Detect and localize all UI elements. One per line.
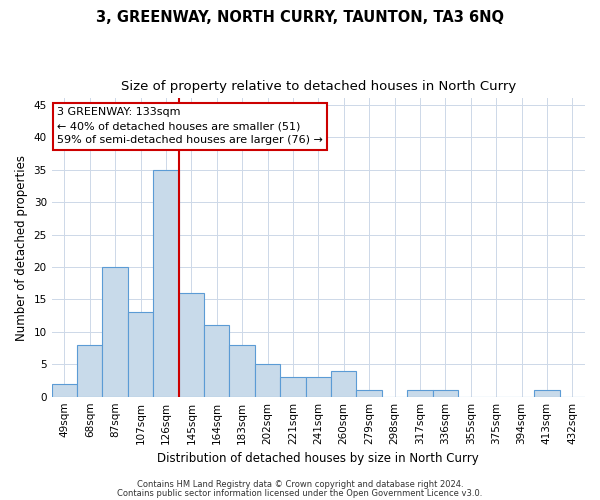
Bar xyxy=(128,312,153,396)
Bar xyxy=(52,384,77,396)
Bar xyxy=(255,364,280,396)
Bar xyxy=(305,377,331,396)
Bar xyxy=(153,170,179,396)
Bar xyxy=(77,345,103,397)
Text: Contains HM Land Registry data © Crown copyright and database right 2024.: Contains HM Land Registry data © Crown c… xyxy=(137,480,463,489)
Bar xyxy=(534,390,560,396)
Text: 3, GREENWAY, NORTH CURRY, TAUNTON, TA3 6NQ: 3, GREENWAY, NORTH CURRY, TAUNTON, TA3 6… xyxy=(96,10,504,25)
Bar xyxy=(331,370,356,396)
Bar xyxy=(103,267,128,396)
Bar xyxy=(433,390,458,396)
Bar xyxy=(356,390,382,396)
Text: Contains public sector information licensed under the Open Government Licence v3: Contains public sector information licen… xyxy=(118,488,482,498)
Bar xyxy=(229,345,255,397)
Y-axis label: Number of detached properties: Number of detached properties xyxy=(15,154,28,340)
Bar xyxy=(407,390,433,396)
Title: Size of property relative to detached houses in North Curry: Size of property relative to detached ho… xyxy=(121,80,516,93)
Bar xyxy=(204,326,229,396)
Bar xyxy=(280,377,305,396)
Text: 3 GREENWAY: 133sqm
← 40% of detached houses are smaller (51)
59% of semi-detache: 3 GREENWAY: 133sqm ← 40% of detached hou… xyxy=(57,108,323,146)
X-axis label: Distribution of detached houses by size in North Curry: Distribution of detached houses by size … xyxy=(157,452,479,465)
Bar xyxy=(179,293,204,397)
